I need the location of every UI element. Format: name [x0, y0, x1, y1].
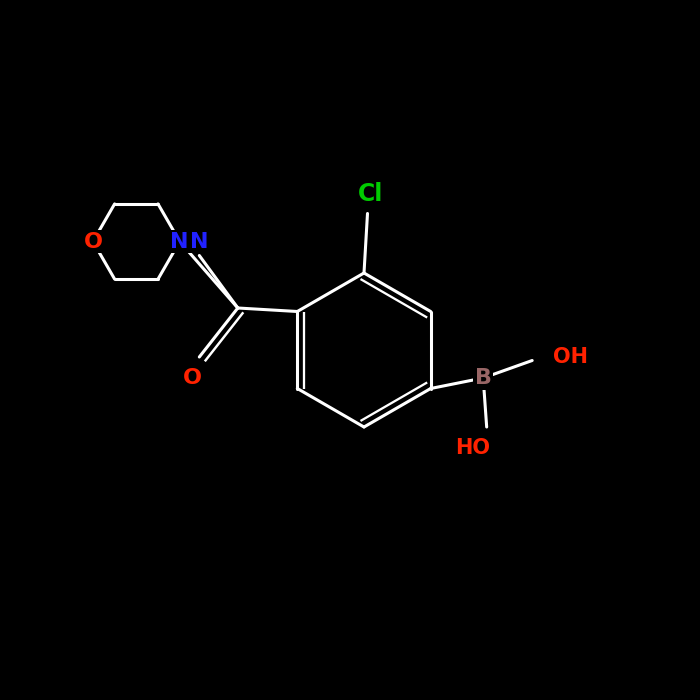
Text: OH: OH	[553, 347, 588, 367]
Text: N: N	[190, 232, 209, 251]
Text: B: B	[475, 368, 491, 388]
Text: O: O	[183, 368, 202, 388]
Text: Cl: Cl	[358, 182, 384, 206]
Text: N: N	[171, 232, 189, 251]
Text: O: O	[83, 232, 102, 251]
Text: HO: HO	[455, 438, 490, 458]
